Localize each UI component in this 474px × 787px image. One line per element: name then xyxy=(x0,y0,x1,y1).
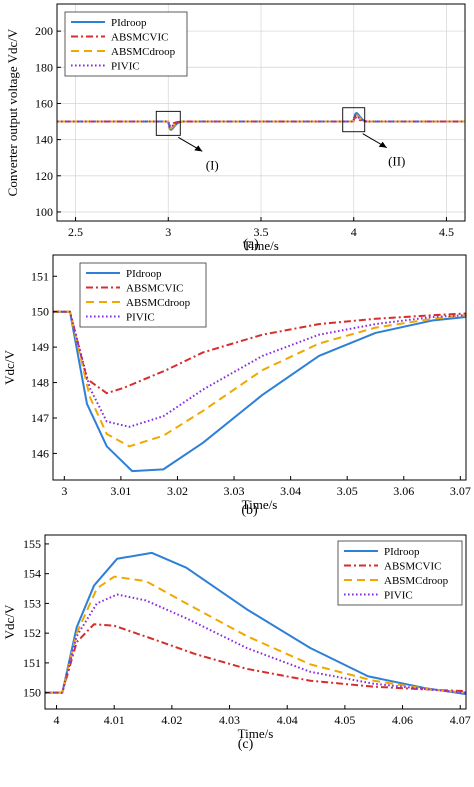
series-line-absmcvic xyxy=(45,623,466,694)
x-tick-label: 3 xyxy=(61,484,67,498)
annotation-label: (II) xyxy=(388,154,405,169)
legend-label-pidroop: PIdroop xyxy=(111,17,147,29)
x-tick-label: 4 xyxy=(351,225,357,239)
x-axis-label: Time/s xyxy=(243,238,279,253)
x-tick-label: 4.5 xyxy=(439,225,454,239)
legend-label-pivic: PIVIC xyxy=(126,312,155,324)
panel-caption: (a) xyxy=(243,237,259,252)
arrow-head xyxy=(378,141,387,148)
x-tick-label: 4 xyxy=(54,713,60,727)
chart-panel-b: 3 3.01 3.02 3.03 3.04 3.05 3.06 3.07 146 147 148 14… xyxy=(2,254,471,518)
legend-label-absmcdroop: ABSMCdroop xyxy=(384,575,449,587)
legend-label-absmcdroop: ABSMCdroop xyxy=(111,46,176,58)
y-tick-label: 153 xyxy=(23,596,41,610)
x-tick-label: 2.5 xyxy=(68,225,83,239)
y-tick-label: 160 xyxy=(35,96,53,110)
x-tick-label: 3 xyxy=(165,225,171,239)
series-line-absmcdroop xyxy=(53,310,466,448)
y-axis-label: Vdc/V xyxy=(2,604,17,639)
y-tick-label: 100 xyxy=(35,205,53,219)
x-tick-label: 3.07 xyxy=(450,484,471,498)
plot-frame xyxy=(44,534,467,710)
y-tick-label: 155 xyxy=(23,537,41,551)
x-tick-label: 4.02 xyxy=(161,713,182,727)
x-tick-label: 3.06 xyxy=(393,484,414,498)
x-tick-label: 3.03 xyxy=(224,484,245,498)
chart-panel-a: 2.5 3 3.5 4 4.5 100 120 140 160 180 200 Time/s Conve… xyxy=(5,3,466,253)
y-tick-label: 151 xyxy=(31,269,49,283)
x-tick-label: 3.01 xyxy=(110,484,131,498)
legend-label-pivic: PIVIC xyxy=(384,590,413,602)
legend: PIdroop ABSMCVIC ABSMCdroop PIVIC xyxy=(337,540,463,606)
panel-caption: (c) xyxy=(238,737,254,752)
y-tick-label: 200 xyxy=(35,24,53,38)
x-tick-label: 4.03 xyxy=(219,713,240,727)
x-tick-label: 4.01 xyxy=(104,713,125,727)
y-tick-label: 151 xyxy=(23,656,41,670)
legend-label-absmcdroop: ABSMCdroop xyxy=(126,297,191,309)
y-tick-label: 149 xyxy=(31,340,49,354)
legend-label-absmcvic: ABSMCVIC xyxy=(126,283,183,295)
legend: PIdroop ABSMCVIC ABSMCdroop PIVIC xyxy=(64,11,188,77)
series-line-pivic xyxy=(53,310,466,428)
legend-label-pivic: PIVIC xyxy=(111,61,140,73)
y-tick-label: 148 xyxy=(31,376,49,390)
annotation-label: (I) xyxy=(206,157,219,172)
y-tick-label: 120 xyxy=(35,169,53,183)
x-tick-label: 4.04 xyxy=(277,713,298,727)
plot-frame xyxy=(52,254,467,481)
x-axis-label: Time/s xyxy=(242,497,278,512)
arrow-head xyxy=(194,145,203,152)
series-line-pivic xyxy=(57,114,465,129)
y-tick-label: 147 xyxy=(31,411,49,425)
chart-panel-c: 4 4.01 4.02 4.03 4.04 4.05 4.06 4.07 150 151 152 15… xyxy=(2,534,471,752)
y-tick-label: 152 xyxy=(23,626,41,640)
x-tick-label: 3.02 xyxy=(167,484,188,498)
y-tick-label: 150 xyxy=(23,686,41,700)
y-axis-label: Converter output voltage Vdc/V xyxy=(5,28,20,196)
y-tick-label: 180 xyxy=(35,60,53,74)
x-tick-label: 4.07 xyxy=(450,713,471,727)
legend-label-pidroop: PIdroop xyxy=(126,268,162,280)
y-tick-label: 140 xyxy=(35,133,53,147)
panel-caption: (b) xyxy=(241,503,258,518)
x-tick-label: 3.5 xyxy=(254,225,269,239)
legend: PIdroop ABSMCVIC ABSMCdroop PIVIC xyxy=(79,262,207,328)
zoom-box xyxy=(342,107,366,133)
zoom-box xyxy=(155,110,181,136)
legend-label-absmcvic: ABSMCVIC xyxy=(384,561,441,573)
x-axis-label: Time/s xyxy=(238,726,274,741)
y-axis-label: Vdc/V xyxy=(2,350,17,385)
x-tick-label: 4.06 xyxy=(392,713,413,727)
y-tick-label: 146 xyxy=(31,446,49,460)
x-tick-label: 3.05 xyxy=(337,484,358,498)
legend-label-pidroop: PIdroop xyxy=(384,546,420,558)
y-tick-label: 150 xyxy=(31,305,49,319)
legend-label-absmcvic: ABSMCVIC xyxy=(111,32,168,44)
x-tick-label: 3.04 xyxy=(280,484,301,498)
x-tick-label: 4.05 xyxy=(334,713,355,727)
y-tick-label: 154 xyxy=(23,567,41,581)
series-line-pivic xyxy=(45,593,466,694)
